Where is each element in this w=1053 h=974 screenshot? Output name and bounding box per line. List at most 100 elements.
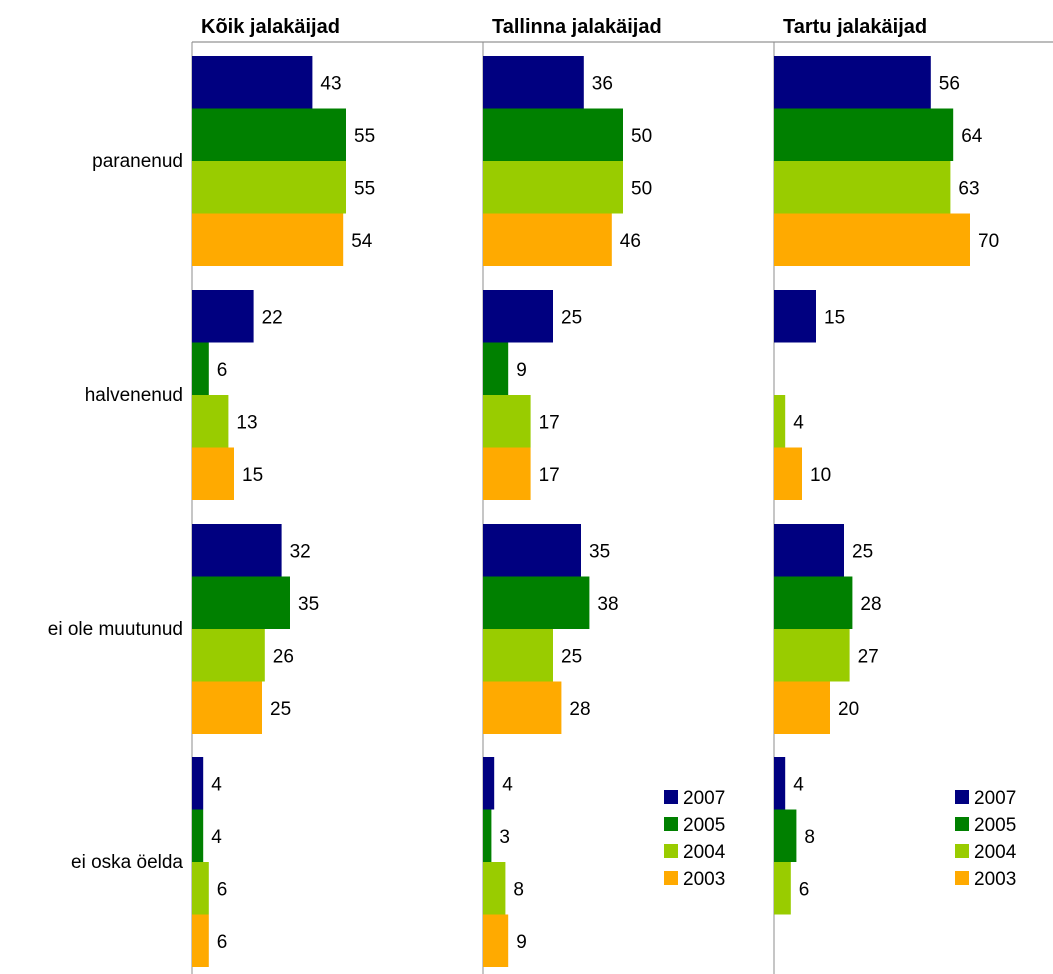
bar-p1-ei-oska-oelda-2003 [192, 914, 209, 967]
data-label-p3-ei-ole-muutunud-2007: 25 [852, 541, 873, 562]
data-label-p1-paranenud-2005: 55 [354, 126, 375, 147]
legend-label-p3-2007: 2007 [974, 788, 1016, 809]
data-label-p3-halvenenud-2003: 10 [810, 465, 831, 486]
data-label-p2-paranenud-2004: 50 [631, 178, 652, 199]
bar-p2-halvenenud-2003 [483, 447, 531, 500]
data-label-p2-ei-ole-muutunud-2004: 25 [561, 646, 582, 667]
category-label-paranenud: paranenud [92, 151, 183, 172]
data-label-p3-halvenenud-2004: 4 [793, 412, 804, 433]
bar-p3-ei-oska-oelda-2004 [774, 862, 791, 915]
data-label-p2-halvenenud-2007: 25 [561, 307, 582, 328]
bar-p3-ei-oska-oelda-2005 [774, 809, 797, 862]
legend-label-p2-2004: 2004 [683, 842, 726, 863]
bar-p1-ei-oska-oelda-2005 [192, 809, 204, 862]
data-label-p1-ei-ole-muutunud-2004: 26 [273, 646, 294, 667]
bar-p2-ei-oska-oelda-2004 [483, 862, 506, 915]
data-label-p2-paranenud-2007: 36 [592, 73, 613, 94]
data-label-p1-ei-oska-oelda-2007: 4 [211, 774, 222, 795]
bar-p3-halvenenud-2007 [774, 290, 816, 343]
bar-p1-halvenenud-2003 [192, 447, 234, 500]
bar-p3-ei-oska-oelda-2007 [774, 757, 786, 810]
legend-swatch-p2-2007 [664, 790, 678, 804]
legend-label-p3-2005: 2005 [974, 815, 1016, 836]
bar-p1-paranenud-2007 [192, 56, 313, 109]
data-label-p2-ei-ole-muutunud-2007: 35 [589, 541, 610, 562]
data-label-p3-ei-ole-muutunud-2004: 27 [858, 646, 879, 667]
data-label-p1-ei-oska-oelda-2003: 6 [217, 932, 228, 953]
bar-p3-paranenud-2005 [774, 108, 954, 161]
bar-p3-halvenenud-2003 [774, 447, 802, 500]
bar-p1-ei-ole-muutunud-2004 [192, 629, 265, 682]
data-label-p1-ei-ole-muutunud-2007: 32 [290, 541, 311, 562]
data-label-p1-halvenenud-2003: 15 [242, 465, 263, 486]
legend-swatch-p2-2004 [664, 844, 678, 858]
bar-p1-paranenud-2005 [192, 108, 346, 161]
bar-p3-paranenud-2007 [774, 56, 931, 109]
bar-p2-ei-ole-muutunud-2005 [483, 576, 590, 629]
bar-p1-ei-oska-oelda-2007 [192, 757, 204, 810]
legend-label-p2-2005: 2005 [683, 815, 725, 836]
bar-p2-paranenud-2003 [483, 213, 612, 266]
bar-p1-ei-ole-muutunud-2003 [192, 681, 262, 734]
data-label-p2-ei-ole-muutunud-2003: 28 [569, 699, 590, 720]
data-label-p2-halvenenud-2003: 17 [539, 465, 560, 486]
panel-title-3: Tartu jalakäijad [783, 16, 927, 38]
bar-p3-halvenenud-2004 [774, 395, 786, 448]
bar-p1-paranenud-2004 [192, 161, 346, 214]
data-label-p1-paranenud-2007: 43 [320, 73, 341, 94]
bar-p1-ei-oska-oelda-2004 [192, 862, 209, 915]
bar-p2-halvenenud-2007 [483, 290, 553, 343]
data-label-p3-paranenud-2007: 56 [939, 73, 960, 94]
legend-label-p3-2004: 2004 [974, 842, 1017, 863]
bar-p2-ei-oska-oelda-2003 [483, 914, 509, 967]
data-label-p2-ei-oska-oelda-2004: 8 [513, 879, 524, 900]
data-label-p3-paranenud-2005: 64 [961, 126, 983, 147]
legend-swatch-p3-2003 [955, 871, 969, 885]
bar-p2-ei-ole-muutunud-2004 [483, 629, 553, 682]
data-label-p3-ei-ole-muutunud-2003: 20 [838, 699, 859, 720]
data-label-p1-paranenud-2003: 54 [351, 231, 373, 252]
data-label-p3-ei-ole-muutunud-2005: 28 [860, 594, 881, 615]
legend-label-p2-2007: 2007 [683, 788, 725, 809]
panel-title-1: Kõik jalakäijad [201, 16, 340, 38]
bar-p2-paranenud-2004 [483, 161, 623, 214]
bar-p2-ei-ole-muutunud-2003 [483, 681, 562, 734]
bar-p3-paranenud-2004 [774, 161, 951, 214]
bar-p1-ei-ole-muutunud-2005 [192, 576, 290, 629]
bar-p1-paranenud-2003 [192, 213, 344, 266]
bar-p3-ei-ole-muutunud-2004 [774, 629, 850, 682]
bar-p1-halvenenud-2004 [192, 395, 229, 448]
data-label-p1-ei-oska-oelda-2004: 6 [217, 879, 228, 900]
data-label-p3-ei-oska-oelda-2007: 4 [793, 774, 804, 795]
bar-p3-ei-ole-muutunud-2007 [774, 524, 844, 577]
bar-p2-ei-ole-muutunud-2007 [483, 524, 581, 577]
panel-title-2: Tallinna jalakäijad [492, 16, 662, 38]
bar-p3-paranenud-2003 [774, 213, 970, 266]
data-label-p2-ei-oska-oelda-2005: 3 [499, 827, 510, 848]
bar-p3-ei-ole-muutunud-2005 [774, 576, 853, 629]
category-label-halvenenud: halvenenud [85, 385, 183, 406]
data-label-p2-ei-oska-oelda-2003: 9 [516, 932, 527, 953]
bar-p2-paranenud-2005 [483, 108, 623, 161]
data-label-p1-halvenenud-2005: 6 [217, 360, 228, 381]
legend-swatch-p3-2005 [955, 817, 969, 831]
data-label-p2-paranenud-2003: 46 [620, 231, 641, 252]
bar-p2-halvenenud-2004 [483, 395, 531, 448]
bar-p1-ei-ole-muutunud-2007 [192, 524, 282, 577]
legend-swatch-p3-2004 [955, 844, 969, 858]
bar-p1-halvenenud-2005 [192, 342, 209, 395]
bar-p2-ei-oska-oelda-2005 [483, 809, 492, 862]
bar-p2-paranenud-2007 [483, 56, 584, 109]
data-label-p1-halvenenud-2007: 22 [262, 307, 283, 328]
data-label-p3-paranenud-2003: 70 [978, 231, 999, 252]
category-label-ei-ole-muutunud: ei ole muutunud [48, 619, 183, 640]
data-label-p1-ei-ole-muutunud-2003: 25 [270, 699, 291, 720]
legend-label-p2-2003: 2003 [683, 869, 725, 890]
data-label-p3-ei-oska-oelda-2005: 8 [804, 827, 815, 848]
data-label-p2-halvenenud-2004: 17 [539, 412, 560, 433]
legend-swatch-p2-2003 [664, 871, 678, 885]
bar-p2-ei-oska-oelda-2007 [483, 757, 495, 810]
data-label-p3-halvenenud-2007: 15 [824, 307, 845, 328]
